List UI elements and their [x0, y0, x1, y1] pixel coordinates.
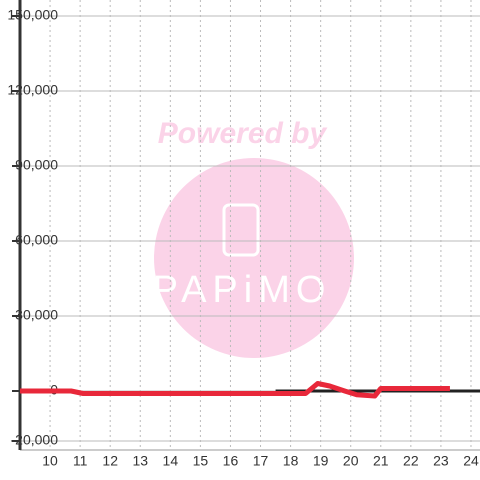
y-tick-label: 60,000: [15, 232, 58, 248]
y-tick-label: 150,000: [7, 7, 58, 23]
x-tick-label: 20: [343, 453, 359, 469]
y-tick-label: -20,000: [11, 432, 59, 448]
x-tick-label: 10: [42, 453, 58, 469]
x-tick-label: 12: [102, 453, 118, 469]
watermark-circle: [154, 158, 354, 358]
watermark-phone: [222, 203, 260, 257]
x-tick-label: 16: [223, 453, 239, 469]
x-tick-label: 14: [163, 453, 179, 469]
y-tick-label: 30,000: [15, 307, 58, 323]
x-tick-label: 13: [132, 453, 148, 469]
x-tick-label: 23: [433, 453, 449, 469]
y-tick-label: 90,000: [15, 157, 58, 173]
y-tick-label: 120,000: [7, 82, 58, 98]
series-line: [20, 381, 450, 399]
x-tick-label: 24: [463, 453, 479, 469]
x-tick-label: 15: [193, 453, 209, 469]
x-tick-label: 21: [373, 453, 389, 469]
watermark-title: Powered by: [158, 117, 328, 150]
x-tick-label: 19: [313, 453, 329, 469]
x-tick-label: 18: [283, 453, 299, 469]
x-tick-label: 11: [73, 453, 88, 469]
x-tick-label: 22: [403, 453, 419, 469]
watermark-logo: PAPiMO: [153, 269, 332, 311]
watermark: Powered by PAPiMO: [153, 117, 354, 358]
x-tick-label: 17: [253, 453, 269, 469]
